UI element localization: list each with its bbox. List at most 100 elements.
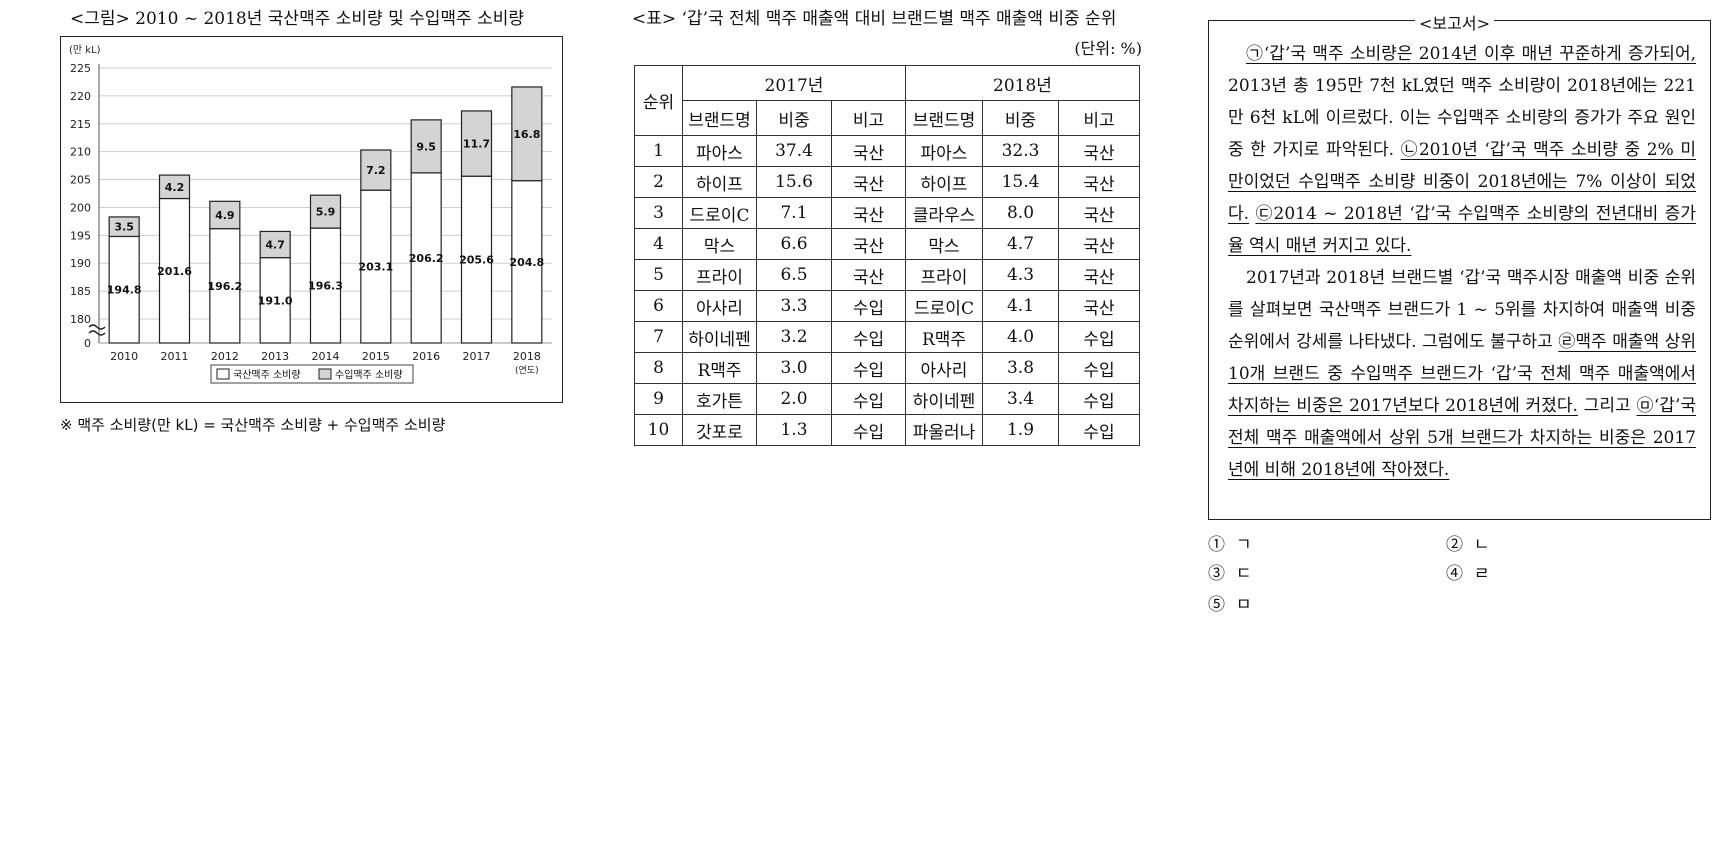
brand-header: 브랜드명	[905, 100, 983, 136]
domestic-value-label: 194.8	[107, 284, 142, 297]
table-row: 2 하이프 15.6 국산 하이프 15.4 국산	[634, 166, 1140, 198]
share-2018-cell: 15.4	[982, 166, 1059, 198]
y-tick-label: 190	[70, 257, 91, 270]
y-tick-label: 0	[84, 337, 91, 350]
origin-2018-cell: 수입	[1058, 321, 1140, 353]
option-label: ㄱ	[1235, 535, 1252, 555]
table-header-row: 순위 2017년 2018년	[634, 65, 1140, 136]
chart-legend: 국산맥주 소비량 수입맥주 소비량	[210, 364, 414, 384]
import-value-label: 3.5	[114, 221, 133, 234]
table-row: 10 갓포로 1.3 수입 파울러나 1.9 수입	[634, 414, 1140, 446]
legend-label-import: 수입맥주 소비량	[335, 368, 403, 381]
bar-domestic	[108, 235, 140, 344]
table-subheader-row: 브랜드명 비중 비고 브랜드명 비중 비고	[635, 100, 1140, 136]
y-tick-label: 210	[70, 146, 91, 159]
y-tick-label: 185	[70, 285, 91, 298]
option-5[interactable]: ⑤ ㅁ	[1208, 590, 1251, 615]
chart-labels: 194.8 3.5 2010 201.6 4.2 2011 196.2 4.9 2012 191.…	[107, 128, 544, 376]
bar-import	[108, 216, 140, 238]
bar-import	[460, 110, 493, 177]
legend-swatch-domestic	[216, 368, 230, 380]
import-value-label: 7.2	[366, 164, 386, 177]
brand-2017-cell: 드로이C	[682, 197, 757, 229]
table-row: 4 막스 6.6 국산 막스 4.7 국산	[634, 228, 1140, 260]
legend-box	[210, 364, 414, 384]
brand-share-table: 순위 2017년 2018년 브랜드명 비중 비고 브랜드명 비중 비고 1 파아…	[634, 65, 1140, 446]
brand-2018-cell: R맥주	[905, 321, 983, 353]
rank-cell: 4	[634, 228, 683, 260]
origin-2017-cell: 수입	[831, 414, 906, 446]
origin-2018-cell: 국산	[1058, 135, 1140, 167]
share-2017-cell: 7.1	[756, 197, 832, 229]
table-row: 5 프라이 6.5 국산 프라이 4.3 국산	[634, 259, 1140, 291]
origin-2017-cell: 국산	[831, 259, 906, 291]
y-tick-label: 220	[70, 90, 91, 103]
share-2018-cell: 1.9	[982, 414, 1059, 446]
brand-2017-cell: 아사리	[682, 290, 757, 322]
origin-2017-cell: 국산	[831, 135, 906, 167]
option-1[interactable]: ① ㄱ	[1208, 530, 1251, 555]
statement-e: ㉤‘갑’국 전체 맥주 매출액에서 상위 5개 브랜드가 차지하는 비중은 20…	[1228, 396, 1696, 480]
x-tick-label: 2015	[362, 350, 390, 363]
domestic-value-label: 206.2	[409, 252, 444, 265]
share-2017-cell: 6.6	[756, 228, 832, 260]
y-tick-label: 200	[70, 201, 91, 214]
table-body: 1 파아스 37.4 국산 파아스 32.3 국산 2 하이프 15.6 국산 하이프 15.4 국산 3 드…	[634, 135, 1140, 446]
table-title: <표> ‘갑’국 전체 맥주 매출액 대비 브랜드별 맥주 매출액 비중 순위	[632, 9, 1117, 29]
y-tick-label: 225	[70, 62, 91, 75]
brand-2018-cell: 막스	[905, 228, 983, 260]
share-2017-cell: 6.5	[756, 259, 832, 291]
rank-cell: 9	[634, 383, 683, 415]
bar-import	[511, 86, 543, 182]
bar-import	[410, 119, 442, 174]
brand-2018-cell: 프라이	[905, 259, 983, 291]
share-2017-cell: 3.2	[756, 321, 832, 353]
year-2017-header: 2017년	[682, 65, 906, 101]
x-tick-label: 2016	[412, 350, 440, 363]
brand-2017-cell: 하이네펜	[682, 321, 757, 353]
bar-domestic	[511, 180, 543, 344]
brand-2018-cell: 드로이C	[905, 290, 983, 322]
statement-a: ㉠‘갑’국 맥주 소비량은 2014년 이후 매년 꾸준하게 증가되어,	[1246, 44, 1696, 64]
bar-import	[209, 200, 241, 230]
bar-import	[360, 149, 392, 191]
report-text: 그리고	[1577, 396, 1637, 416]
bar-domestic	[460, 175, 493, 344]
import-value-label: 11.7	[463, 138, 490, 151]
option-4[interactable]: ④ ㄹ	[1446, 559, 1489, 584]
stacked-bar-chart: 0 180 185 190 195 200 205 210 215 220 225 (만 kL) 19…	[69, 44, 552, 384]
option-2[interactable]: ② ㄴ	[1446, 530, 1489, 555]
share-2017-cell: 3.3	[756, 290, 832, 322]
share-2018-cell: 4.7	[982, 228, 1059, 260]
brand-2018-cell: 하이프	[905, 166, 983, 198]
domestic-value-label: 204.8	[509, 256, 544, 269]
import-value-label: 5.9	[316, 206, 336, 219]
share-header: 비중	[982, 100, 1059, 136]
origin-2018-cell: 국산	[1058, 290, 1140, 322]
origin-2018-cell: 수입	[1058, 383, 1140, 415]
share-2017-cell: 1.3	[756, 414, 832, 446]
origin-2018-cell: 국산	[1058, 259, 1140, 291]
axis-break-icon	[88, 324, 106, 336]
brand-2017-cell: R맥주	[682, 352, 757, 384]
x-tick-label: 2017	[463, 350, 491, 363]
origin-2018-cell: 국산	[1058, 197, 1140, 229]
report-text: 2017년과 2018년 브랜드별 ‘갑’국 맥주시장 매출액 비중 순위를 살…	[1228, 268, 1696, 352]
import-value-label: 4.7	[265, 239, 285, 252]
y-tick-label: 180	[70, 313, 91, 326]
brand-2018-cell: 파아스	[905, 135, 983, 167]
y-tick-label: 195	[70, 229, 91, 242]
note-header: 비고	[831, 100, 906, 136]
origin-2017-cell: 국산	[831, 197, 906, 229]
report-body: ㉠‘갑’국 맥주 소비량은 2014년 이후 매년 꾸준하게 증가되어, 201…	[1228, 38, 1696, 486]
y-axis-unit: (만 kL)	[69, 44, 101, 56]
bar-import	[259, 230, 291, 259]
share-2017-cell: 37.4	[756, 135, 832, 167]
option-3[interactable]: ③ ㄷ	[1208, 559, 1251, 584]
y-tick-label: 205	[70, 174, 91, 187]
x-tick-label: 2011	[161, 350, 189, 363]
domestic-value-label: 196.2	[207, 280, 242, 293]
table-unit: (단위: %)	[1074, 39, 1142, 58]
option-label: ㄹ	[1473, 564, 1490, 584]
statement-d: ㉣맥주 매출액 상위 10개 브랜드 중 수입맥주 브랜드가 ‘갑’국 전체 맥…	[1228, 332, 1696, 416]
